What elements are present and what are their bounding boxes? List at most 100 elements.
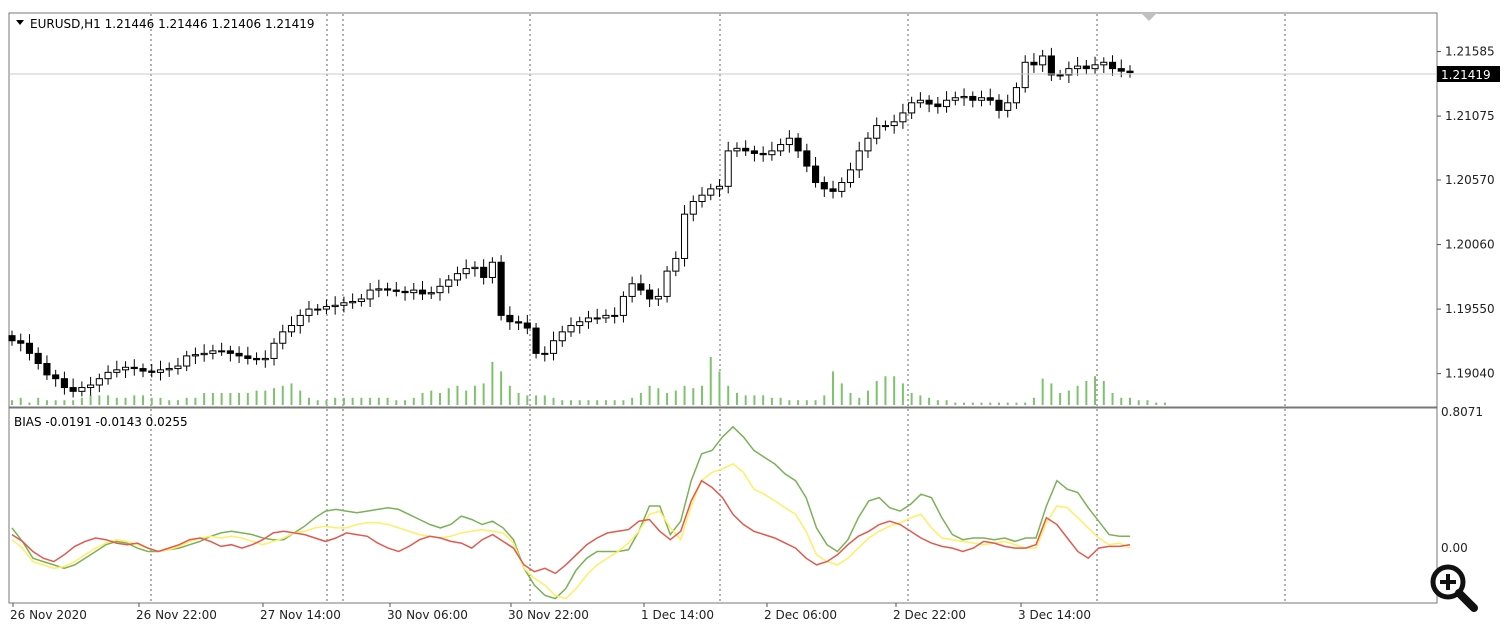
candle[interactable]: [515, 315, 523, 331]
candle[interactable]: [943, 91, 951, 113]
zoom-in-icon[interactable]: [1426, 560, 1482, 616]
candle[interactable]: [1012, 82, 1021, 109]
candle[interactable]: [576, 316, 584, 334]
symbol-dropdown-icon[interactable]: [16, 20, 24, 25]
candle[interactable]: [69, 378, 77, 398]
candle[interactable]: [951, 91, 959, 106]
candle[interactable]: [567, 317, 575, 337]
candle[interactable]: [95, 373, 103, 393]
candle[interactable]: [139, 363, 147, 378]
candle[interactable]: [523, 314, 531, 335]
candle[interactable]: [637, 274, 645, 296]
candle[interactable]: [506, 306, 514, 330]
candle[interactable]: [899, 103, 907, 129]
candle[interactable]: [235, 346, 243, 363]
candle[interactable]: [663, 266, 671, 303]
candle[interactable]: [1039, 49, 1047, 72]
candle[interactable]: [794, 133, 802, 158]
candle[interactable]: [392, 281, 400, 297]
candle[interactable]: [1082, 60, 1090, 75]
candle[interactable]: [628, 276, 636, 303]
candle[interactable]: [925, 95, 933, 113]
candle[interactable]: [672, 251, 680, 277]
candle[interactable]: [17, 333, 25, 352]
candle[interactable]: [1047, 47, 1055, 82]
candle[interactable]: [43, 355, 51, 380]
candle[interactable]: [1091, 56, 1099, 74]
candle[interactable]: [480, 259, 488, 285]
candle[interactable]: [305, 300, 313, 323]
candle[interactable]: [410, 283, 418, 300]
candle[interactable]: [558, 325, 566, 347]
candle[interactable]: [226, 345, 234, 362]
candle[interactable]: [593, 308, 601, 325]
candle[interactable]: [488, 257, 496, 284]
candle[interactable]: [838, 177, 846, 198]
candle[interactable]: [121, 361, 130, 378]
candle[interactable]: [1108, 55, 1117, 76]
candle[interactable]: [820, 176, 828, 197]
candle[interactable]: [742, 140, 750, 156]
candle[interactable]: [497, 255, 505, 321]
candle[interactable]: [384, 282, 392, 297]
candle[interactable]: [156, 360, 165, 381]
chart-shift-marker-icon[interactable]: [1141, 13, 1157, 21]
candle[interactable]: [244, 346, 252, 365]
candle[interactable]: [812, 156, 820, 188]
indicator-pane[interactable]: [8, 407, 1438, 604]
candle[interactable]: [733, 142, 741, 157]
candle[interactable]: [881, 120, 889, 131]
candle[interactable]: [453, 266, 462, 287]
candle[interactable]: [654, 288, 662, 307]
candle[interactable]: [1030, 53, 1038, 73]
candle[interactable]: [689, 195, 697, 222]
candle[interactable]: [165, 362, 173, 377]
candle[interactable]: [270, 338, 278, 366]
candle[interactable]: [331, 296, 339, 315]
candle[interactable]: [750, 145, 758, 162]
candle[interactable]: [218, 342, 226, 356]
candle[interactable]: [25, 334, 34, 361]
candle[interactable]: [908, 96, 916, 119]
candle[interactable]: [541, 346, 549, 362]
candle[interactable]: [986, 88, 994, 106]
candle[interactable]: [209, 344, 217, 360]
candle[interactable]: [611, 307, 619, 324]
candle[interactable]: [314, 304, 322, 316]
candle[interactable]: [78, 381, 86, 397]
candle[interactable]: [646, 284, 654, 308]
candle[interactable]: [427, 286, 435, 299]
candle[interactable]: [768, 141, 776, 161]
candle[interactable]: [375, 279, 383, 298]
candle[interactable]: [261, 350, 269, 368]
candle[interactable]: [52, 369, 60, 387]
candle[interactable]: [698, 187, 706, 208]
candle[interactable]: [1126, 65, 1134, 78]
candle[interactable]: [864, 132, 872, 158]
candle[interactable]: [707, 183, 715, 201]
candle[interactable]: [462, 259, 470, 279]
candle[interactable]: [200, 344, 208, 362]
candle[interactable]: [584, 310, 593, 329]
main-pane[interactable]: [8, 12, 1438, 408]
candle[interactable]: [148, 364, 156, 378]
candle[interactable]: [1065, 61, 1073, 84]
candle[interactable]: [977, 90, 986, 107]
candle[interactable]: [724, 141, 732, 194]
candle[interactable]: [436, 278, 444, 301]
candle[interactable]: [183, 350, 191, 372]
candle[interactable]: [829, 180, 837, 199]
candle[interactable]: [287, 316, 296, 337]
candle[interactable]: [602, 309, 610, 324]
candle[interactable]: [969, 91, 977, 108]
candle[interactable]: [855, 141, 863, 178]
candle[interactable]: [87, 376, 95, 396]
candle[interactable]: [1100, 57, 1108, 73]
candle[interactable]: [366, 283, 374, 308]
candle[interactable]: [418, 280, 427, 300]
candle[interactable]: [471, 261, 479, 277]
candle[interactable]: [890, 114, 898, 134]
candle[interactable]: [1004, 94, 1012, 118]
candle[interactable]: [279, 324, 287, 350]
